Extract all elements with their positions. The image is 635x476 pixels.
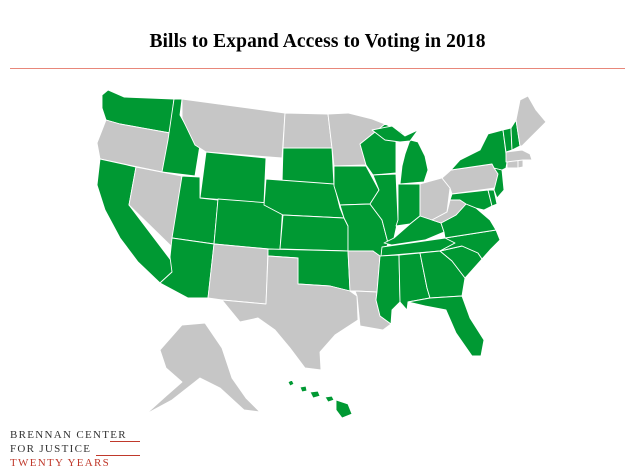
logo-line-1: BRENNAN CENTER [10,429,127,441]
state-TX [221,255,359,371]
logo-line-2: FOR JUSTICE [10,443,92,455]
logo-accent-bar-2 [96,455,140,456]
state-NM [207,243,269,305]
state-FL [407,295,485,357]
state-KS [279,214,349,252]
state-MI [399,139,429,185]
state-ME [515,95,547,147]
logo-accent-bar-1 [110,441,140,442]
state-NC [439,229,501,260]
state-AR [347,250,381,293]
page-title: Bills to Expand Access to Voting in 2018 [149,31,486,52]
state-HI [287,379,353,419]
state-RI [517,159,524,169]
logo-line-3: TWENTY YEARS [10,457,111,469]
title-divider [10,68,625,69]
brennan-center-logo: BRENNAN CENTER FOR JUSTICE TWENTY YEARS [10,428,170,470]
state-WY [199,151,267,204]
state-MA [505,149,533,163]
state-DE [487,189,498,207]
state-ND [282,112,333,149]
state-PA [441,163,499,195]
state-AK [145,322,261,415]
state-MI-upper [371,125,419,143]
state-MS [375,254,401,325]
state-NY [450,129,508,171]
